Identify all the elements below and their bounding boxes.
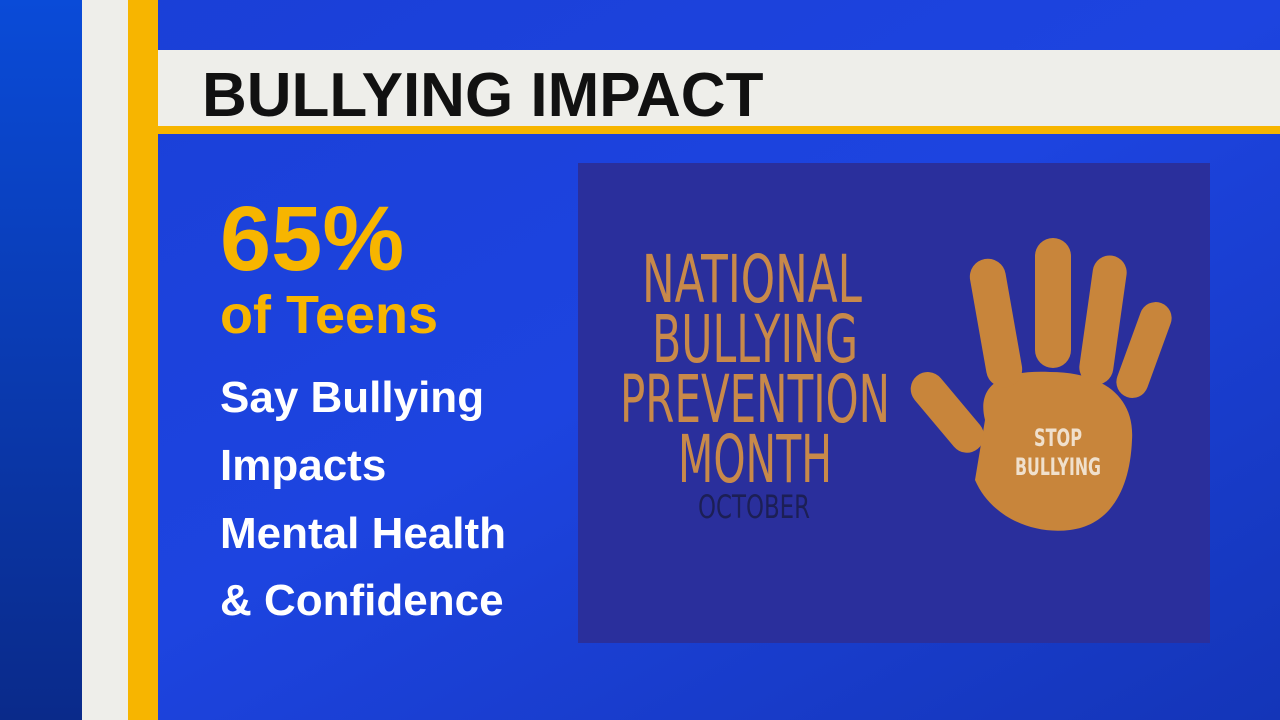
poster-line: BULLYING [652, 301, 858, 378]
poster-line: NATIONAL [642, 241, 862, 318]
hand-text: STOP [1034, 424, 1082, 452]
header-bar [158, 50, 1280, 128]
white-strip [82, 0, 128, 720]
header-title: BULLYING IMPACT [202, 61, 764, 130]
hand-icon [910, 238, 1172, 531]
stat-subject: of Teens [220, 285, 438, 345]
yellow-strip [128, 0, 158, 720]
poster: NATIONAL BULLYING PREVENTION MONTH OCTOB… [578, 163, 1210, 643]
poster-line: MONTH [678, 421, 832, 498]
stat-line: Say Bullying [220, 373, 484, 422]
poster-month: OCTOBER [698, 488, 810, 526]
stat-line: Impacts [220, 441, 386, 490]
poster-line: PREVENTION [620, 361, 890, 438]
stat-line: Mental Health [220, 509, 506, 558]
header-underline [158, 126, 1280, 134]
stat-value: 65% [220, 188, 404, 290]
hand-text: BULLYING [1015, 453, 1101, 481]
stat-line: & Confidence [220, 576, 504, 625]
left-strip [0, 0, 82, 720]
